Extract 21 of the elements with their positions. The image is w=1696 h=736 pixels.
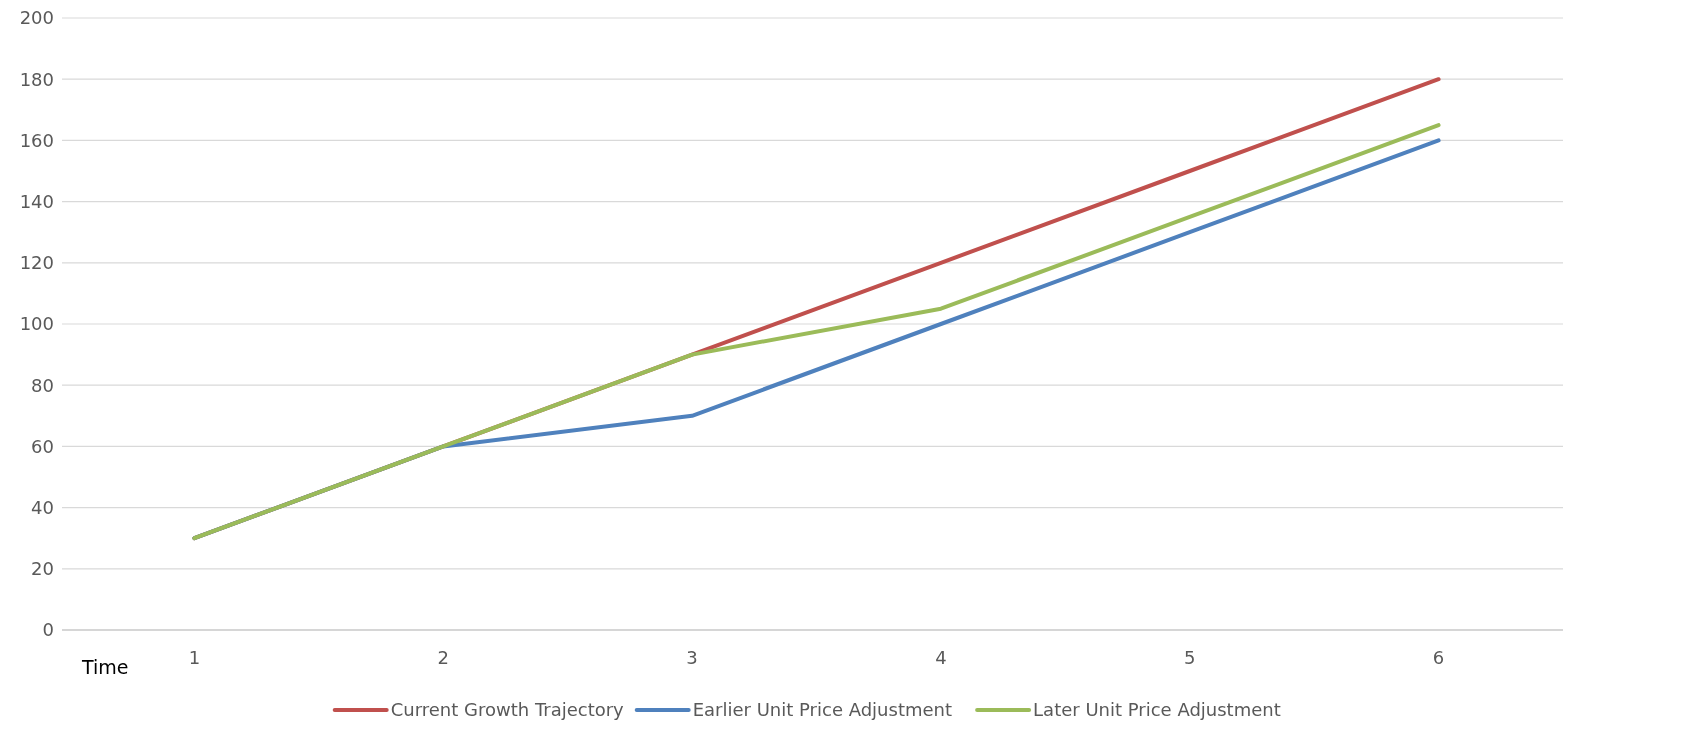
y-tick-label: 200 <box>19 7 54 29</box>
y-tick-label: 120 <box>19 252 54 274</box>
x-tick-label: 4 <box>935 647 947 668</box>
y-tick-label: 140 <box>19 190 54 212</box>
legend-label: Later Unit Price Adjustment <box>1033 699 1281 721</box>
legend-label: Current Growth Trajectory <box>390 699 625 721</box>
x-tick-label: 5 <box>1184 647 1196 668</box>
y-tick-label: 100 <box>19 313 54 335</box>
y-tick-label: 20 <box>31 558 54 580</box>
x-tick-label: 1 <box>188 647 201 668</box>
y-tick-label: 60 <box>31 435 54 457</box>
y-tick-label: 40 <box>31 496 54 518</box>
legend-label: Earlier Unit Price Adjustment <box>692 699 953 721</box>
y-tick-label: 180 <box>19 68 54 90</box>
y-tick-label: 160 <box>19 129 54 151</box>
x-tick-label: 3 <box>686 647 698 668</box>
x-tick-label: 6 <box>1432 647 1445 668</box>
y-tick-label: 80 <box>31 374 54 396</box>
y-tick-label: 0 <box>42 619 54 641</box>
x-axis-title: Time <box>81 656 129 678</box>
x-tick-label: 2 <box>437 647 449 668</box>
